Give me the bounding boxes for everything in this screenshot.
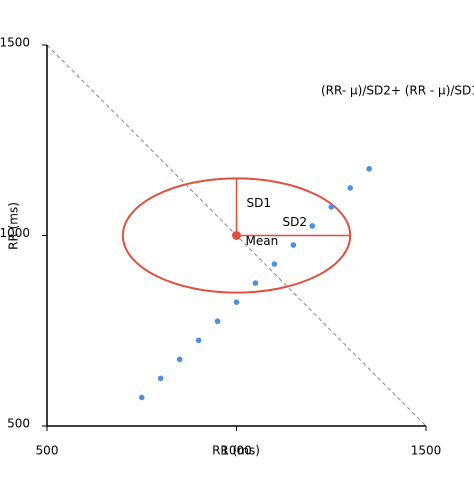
data-point xyxy=(214,318,221,325)
data-point xyxy=(233,299,240,305)
data-point xyxy=(195,337,202,344)
y-tick-label: 1500 xyxy=(0,36,30,50)
data-point xyxy=(366,166,372,172)
data-point xyxy=(157,375,164,382)
data-point xyxy=(271,261,278,267)
data-point xyxy=(309,223,316,229)
data-point xyxy=(176,356,183,363)
x-tick-label: 1000 xyxy=(221,444,252,458)
data-point xyxy=(290,242,297,248)
x-axis-label: RR (ms) xyxy=(212,444,260,458)
sd2-label: SD2 xyxy=(283,215,308,229)
mean-label: Mean xyxy=(246,234,279,248)
data-point xyxy=(252,280,259,286)
y-axis-label: RR (ms) xyxy=(7,202,21,250)
y-tick-label: 1000 xyxy=(0,226,30,240)
data-point xyxy=(347,185,354,191)
data-point xyxy=(328,204,335,210)
x-tick-label: 1500 xyxy=(411,444,442,458)
mean-point xyxy=(232,231,241,240)
sd1-label: SD1 xyxy=(247,196,272,210)
x-tick-label: 500 xyxy=(36,444,59,458)
annotation: (RR- μ)/SD2+ (RR - μ)/SD1 xyxy=(321,84,474,98)
data-point xyxy=(138,394,145,401)
y-tick-label: 500 xyxy=(7,417,30,431)
